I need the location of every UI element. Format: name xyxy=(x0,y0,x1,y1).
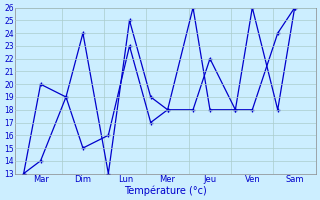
X-axis label: Température (°c): Température (°c) xyxy=(124,185,207,196)
